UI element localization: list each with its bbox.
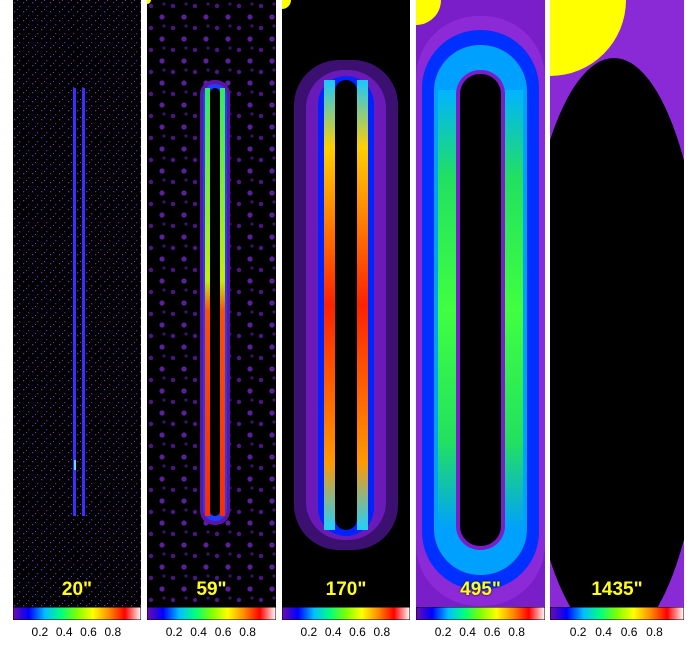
tick-label: 0.4 bbox=[459, 625, 476, 639]
panel-2-image bbox=[147, 0, 276, 607]
tick-label: 0.6 bbox=[620, 625, 638, 639]
tick-label: 0.8 bbox=[508, 625, 525, 639]
tick-label: 0.4 bbox=[190, 625, 207, 639]
ticks-5: 0.2 0.4 0.6 0.8 bbox=[550, 625, 684, 643]
colorbar-gradient bbox=[147, 607, 276, 620]
panel-2: 59" bbox=[147, 0, 276, 607]
tick-label: 0.2 bbox=[165, 625, 183, 639]
tick-label: 0.2 bbox=[569, 625, 587, 639]
panel-4: 495" bbox=[416, 0, 545, 607]
ticks-3: 0.2 0.4 0.6 0.8 bbox=[282, 625, 410, 643]
panel-3-image bbox=[282, 0, 398, 550]
panel-4-label: 495" bbox=[460, 579, 501, 600]
tick-label: 0.6 bbox=[483, 625, 501, 639]
colorbar-gradient bbox=[13, 607, 141, 620]
ticks-2: 0.2 0.4 0.6 0.8 bbox=[147, 625, 276, 643]
tick-label: 0.8 bbox=[373, 625, 391, 639]
tick-label: 0.2 bbox=[300, 625, 318, 639]
colorbar-4 bbox=[416, 607, 545, 620]
panel-5: 1435" bbox=[550, 0, 684, 607]
panel-3-label: 170" bbox=[325, 579, 367, 600]
tick-label: 0.8 bbox=[239, 625, 256, 639]
tick-label: 0.6 bbox=[214, 625, 232, 639]
colorbar-5 bbox=[550, 607, 684, 620]
tick-label: 0.4 bbox=[324, 625, 342, 639]
tick-label: 0.4 bbox=[55, 625, 73, 639]
tick-label: 0.6 bbox=[349, 625, 366, 639]
tick-label: 0.8 bbox=[646, 625, 663, 639]
tick-label: 0.6 bbox=[80, 625, 97, 639]
ticks-4: 0.2 0.4 0.6 0.8 bbox=[416, 625, 545, 643]
tick-label: 0.2 bbox=[434, 625, 452, 639]
tick-label: 0.4 bbox=[595, 625, 612, 639]
panel-5-label: 1435" bbox=[591, 579, 643, 600]
colorbar-2 bbox=[147, 607, 276, 620]
colorbar-3 bbox=[282, 607, 410, 620]
colorbar-gradient bbox=[282, 607, 410, 620]
colorbar-gradient bbox=[550, 607, 684, 620]
colorbar-1 bbox=[13, 607, 141, 620]
panel-2-label: 59" bbox=[196, 579, 227, 600]
tick-label: 0.2 bbox=[31, 625, 49, 639]
colorbar-gradient bbox=[416, 607, 545, 620]
panel-1: 20" bbox=[13, 0, 141, 607]
ticks-1: 0.2 0.4 0.6 0.8 bbox=[13, 625, 141, 643]
panel-5-image bbox=[550, 0, 684, 607]
panel-1-label: 20" bbox=[61, 579, 93, 600]
panel-3: 170" bbox=[282, 0, 410, 607]
panel-1-image bbox=[13, 0, 141, 607]
tick-label: 0.8 bbox=[104, 625, 122, 639]
panel-4-image bbox=[416, 0, 545, 607]
